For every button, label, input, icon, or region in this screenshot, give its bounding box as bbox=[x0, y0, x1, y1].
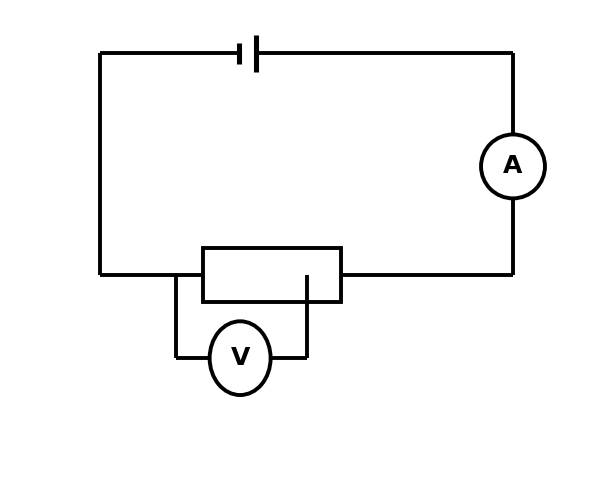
Text: A: A bbox=[503, 154, 523, 178]
Circle shape bbox=[481, 134, 545, 198]
Text: V: V bbox=[230, 346, 250, 370]
Bar bbox=[204, 248, 341, 302]
Ellipse shape bbox=[210, 322, 270, 395]
